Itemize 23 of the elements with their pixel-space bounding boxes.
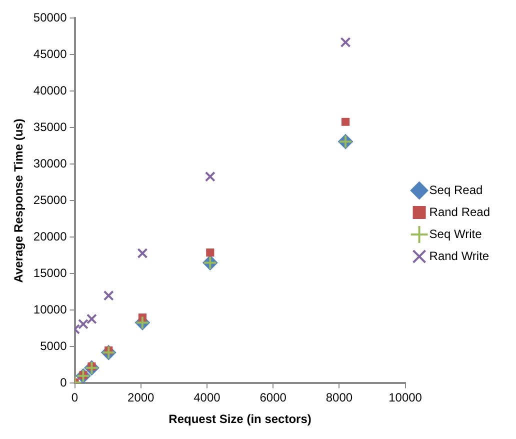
y-tick-label: 45000: [33, 47, 68, 62]
y-tick-label: 15000: [33, 266, 68, 280]
x-tick-label: 0: [71, 390, 78, 405]
y-tick-label: 0: [60, 376, 68, 390]
x-axis-title: Request Size (in sectors): [168, 412, 312, 426]
x-tick-label: 4000: [194, 390, 221, 405]
y-tick-label: 25000: [33, 193, 68, 208]
y-tick-label: 5000: [40, 339, 68, 354]
y-tick-label: 50000: [33, 10, 68, 25]
legend-label: Rand Write: [429, 248, 490, 263]
legend-label: Rand Read: [429, 204, 490, 219]
legend-label: Seq Write: [429, 226, 482, 241]
y-tick-label: 20000: [33, 230, 68, 244]
y-tick-label: 40000: [33, 84, 68, 98]
y-axis-title: Average Response Time (us): [12, 118, 26, 283]
x-tick-label: 10000: [388, 390, 422, 405]
x-tick-label: 8000: [326, 390, 353, 405]
y-tick-label: 10000: [33, 302, 68, 317]
x-tick-label: 2000: [128, 390, 155, 405]
y-tick-label: 30000: [33, 156, 68, 171]
x-tick-label: 6000: [260, 390, 287, 405]
y-tick-label: 35000: [33, 120, 68, 134]
legend-label: Seq Read: [429, 182, 483, 197]
